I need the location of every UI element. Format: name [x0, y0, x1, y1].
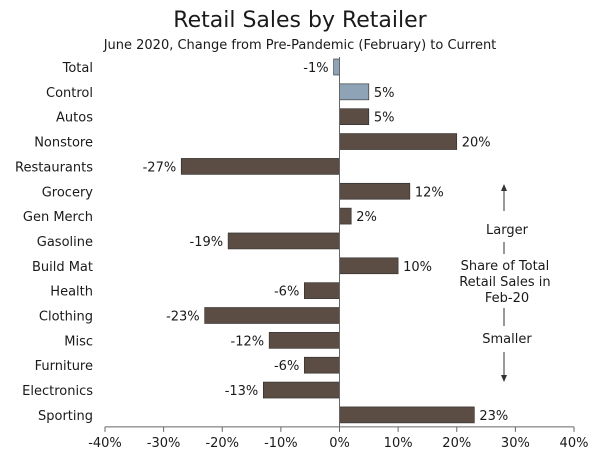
category-label: Autos — [56, 111, 93, 126]
value-label: -23% — [166, 310, 200, 325]
bar-electronics — [262, 381, 340, 399]
bar-health — [304, 282, 340, 299]
bars-layer — [180, 58, 475, 424]
category-label: Health — [50, 285, 93, 300]
x-tick-label: 40% — [560, 436, 589, 451]
value-label: -12% — [231, 334, 265, 349]
x-tick-label: -20% — [205, 436, 239, 451]
bar-total — [333, 58, 340, 76]
x-tick-label: -40% — [88, 436, 122, 451]
chart-title: Retail Sales by Retailer — [173, 8, 427, 33]
value-label: -6% — [274, 285, 299, 300]
bar-restaurants — [180, 158, 340, 175]
value-label: 20% — [462, 136, 491, 151]
annotation-middle-line-3: Feb-20 — [485, 291, 529, 306]
axis-layer: -40% -30% -20% -10% 0% 10% 20% 30% 40% — [88, 57, 588, 451]
x-tick-label: -10% — [264, 436, 298, 451]
annotation-top-label: Larger — [486, 223, 529, 238]
annotation-middle-label: Share of Total Retail Sales in Feb-20 — [459, 259, 555, 306]
category-label: Misc — [64, 334, 93, 349]
bar-sporting — [339, 406, 475, 424]
x-tick-label: 10% — [384, 436, 413, 451]
category-label: Electronics — [22, 384, 93, 399]
category-label: Gasoline — [37, 235, 93, 250]
value-label: 2% — [356, 210, 377, 225]
category-label: Restaurants — [15, 160, 93, 175]
value-label: 5% — [374, 111, 395, 126]
value-label: 12% — [415, 185, 444, 200]
category-label: Gen Merch — [23, 210, 93, 225]
x-tick-label: 20% — [442, 436, 471, 451]
share-annotation: Larger Share of Total Retail Sales in Fe… — [459, 184, 555, 382]
category-label: Grocery — [42, 185, 94, 200]
annotation-middle-line-1: Share of Total — [461, 259, 550, 274]
value-label: -13% — [225, 384, 259, 399]
annotation-arrowhead-down — [501, 375, 507, 382]
category-label: Furniture — [35, 359, 93, 374]
bar-grocery — [339, 182, 411, 200]
bar-clothing — [204, 307, 340, 324]
category-label: Sporting — [38, 409, 93, 424]
annotation-arrowhead-up — [501, 184, 507, 191]
chart-subtitle: June 2020, Change from Pre-Pandemic (Feb… — [103, 38, 497, 53]
value-label: -6% — [274, 359, 299, 374]
value-label: -1% — [303, 61, 328, 76]
category-label: Clothing — [39, 310, 93, 325]
bar-gasoline — [227, 232, 340, 250]
bar-control — [339, 83, 370, 101]
labels-layer: Total -1% Control 5% Autos 5% Nonstore 20% Resta… — [15, 61, 508, 424]
bar-autos — [339, 108, 370, 125]
category-label: Control — [46, 86, 93, 101]
bar-misc — [268, 332, 340, 349]
bar-gen-merch — [339, 207, 352, 225]
value-label: -19% — [190, 235, 224, 250]
value-label: 5% — [374, 86, 395, 101]
value-label: 10% — [403, 260, 432, 275]
value-label: 23% — [479, 409, 508, 424]
x-tick-label: 0% — [329, 436, 350, 451]
x-tick-label: 30% — [501, 436, 530, 451]
category-label: Build Mat — [32, 260, 93, 275]
value-label: -27% — [143, 160, 177, 175]
bar-furniture — [304, 356, 340, 374]
x-tick-label: -30% — [147, 436, 181, 451]
annotation-middle-line-2: Retail Sales in — [459, 275, 550, 290]
category-label: Total — [62, 61, 93, 76]
bar-nonstore — [339, 133, 458, 150]
bar-build-mat — [339, 257, 399, 275]
category-label: Nonstore — [34, 136, 93, 151]
annotation-bottom-label: Smaller — [482, 332, 532, 347]
